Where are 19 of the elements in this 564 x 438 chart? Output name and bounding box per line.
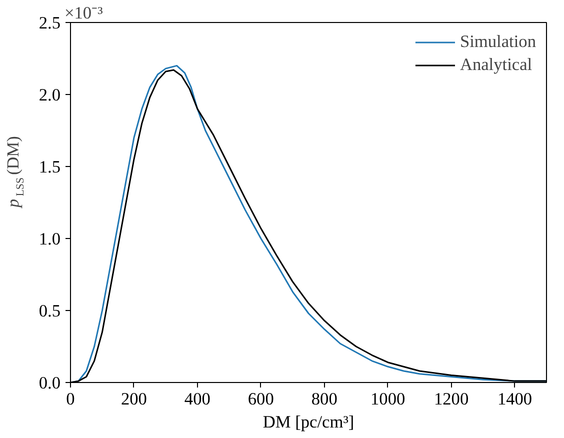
x-tick-label: 200 <box>120 390 147 408</box>
x-tick-label: 400 <box>184 390 210 408</box>
y-axis-title: pLSS(DM) <box>4 136 26 208</box>
x-tick-label: 1000 <box>370 390 406 408</box>
x-tick-label: 800 <box>311 390 338 408</box>
x-tick-label: 0 <box>66 390 75 408</box>
y-tick-label: 2.0 <box>38 86 61 104</box>
y-tick-label: 0.5 <box>38 302 61 320</box>
x-tick-label: 1200 <box>434 390 469 408</box>
y-tick-label: 0.0 <box>38 374 61 392</box>
legend-label: Analytical <box>460 55 532 75</box>
x-tick-label: 600 <box>248 390 274 408</box>
y-tick-label: 1.0 <box>38 230 61 248</box>
legend-label: Simulation <box>460 32 536 52</box>
x-axis-title: DM [pc/cm³] <box>262 412 354 432</box>
annotation: ×10⁻³ <box>64 4 103 22</box>
x-tick-label: 1400 <box>497 390 532 408</box>
y-tick-label: 2.5 <box>38 14 61 32</box>
y-tick-label: 1.5 <box>38 158 61 176</box>
